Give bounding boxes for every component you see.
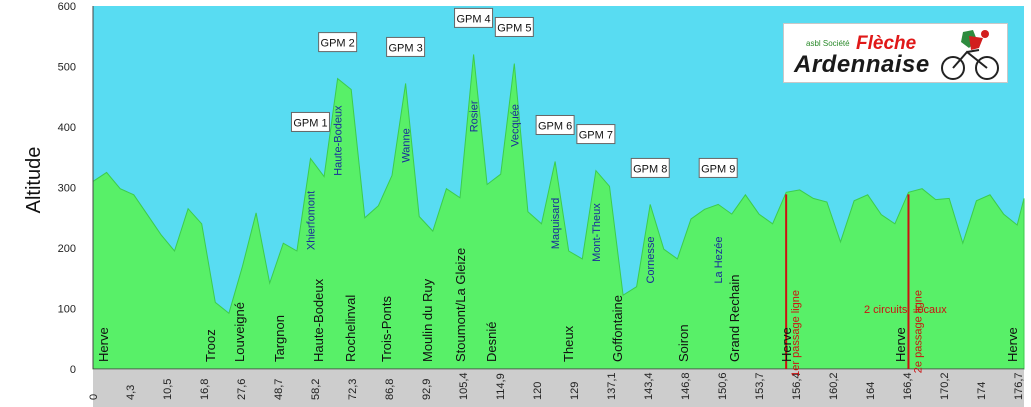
fleche-ardennaise-logo: asbl Société Flèche Ardennaise [783, 23, 1008, 83]
climb-name: Rosier [469, 100, 481, 132]
x-tick-label: 160,2 [828, 372, 840, 400]
climb-name: Maquisard [550, 198, 562, 249]
climb-name: Cornesse [645, 236, 657, 283]
terrain-area [92, 54, 1025, 370]
gpm-box [535, 114, 575, 135]
y-tick-label: 100 [58, 304, 76, 316]
town-label: Stoumont/La Gleize [453, 248, 468, 362]
x-tick-label: 164 [865, 382, 877, 400]
town-label: Haute-Bodeux [311, 278, 326, 362]
y-tick-label: 0 [70, 364, 76, 376]
town-label: Grand Rechain [727, 275, 742, 362]
x-tick-label: 16,8 [199, 379, 211, 400]
climb-name: La Hezée [713, 236, 725, 283]
x-tick-label: 166,4 [902, 372, 914, 400]
climb-name: Vecquée [509, 104, 521, 147]
gpm-box [290, 111, 330, 132]
gpm-box [576, 124, 616, 145]
x-tick-label: 58,2 [310, 379, 322, 400]
logo-ardennaise-text: Ardennaise [794, 51, 930, 78]
gpm-label: GPM 9 [701, 163, 735, 175]
x-tick-label: 48,7 [273, 379, 285, 400]
x-tick-label: 27,6 [236, 379, 248, 400]
town-label: Trois-Ponts [379, 296, 394, 362]
x-tick-label: 0 [88, 394, 100, 400]
x-tick-label: 137,1 [606, 372, 618, 400]
x-tick-labels: 0 4,3 10,5 16,8 27,6 48,7 58,2 72,3 86,8 92,9 105,… [88, 372, 1025, 400]
x-tick-label: 105,4 [458, 372, 470, 400]
town-label: Soiron [676, 324, 691, 362]
climb-name: Xhierfomont [305, 191, 317, 250]
x-tick-label: 146,8 [680, 372, 692, 400]
town-label: Herve [893, 327, 908, 362]
town-label: Rochelinval [343, 295, 358, 362]
x-tick-label: 176,7 [1013, 372, 1025, 400]
x-tick-label: 150,6 [717, 372, 729, 400]
gpm-box [318, 32, 358, 53]
gpm-box [454, 7, 494, 28]
circuit-annotations: 2 circuits locaux [864, 304, 947, 316]
finish-line-label: 1er passage ligne [790, 290, 802, 377]
x-axis-band [93, 370, 1024, 407]
x-tick-label: 10,5 [162, 379, 174, 400]
x-tick-label: 114,9 [495, 373, 507, 400]
y-tick-label: 500 [58, 62, 76, 74]
town-label: Louveigné [232, 302, 247, 362]
town-label: Moulin du Ruy [420, 278, 435, 362]
x-tick-label: 92,9 [421, 379, 433, 400]
circuits-annotation: 2 circuits [864, 304, 908, 316]
gpm-box [494, 16, 534, 37]
town-labels: Herve Trooz Louveigné Targnon Haute-Bodeux Ro… [96, 248, 1020, 362]
gpm-label: GPM 4 [456, 13, 490, 25]
locaux-annotation: locaux [915, 304, 947, 316]
logo-fleche-text: Flèche [856, 33, 917, 54]
x-tick-label: 129 [569, 382, 581, 400]
x-tick-label: 72,3 [347, 379, 359, 400]
town-label: Goffontaine [610, 295, 625, 362]
town-label: Theux [561, 325, 576, 362]
cyclist-logo-icon [941, 30, 999, 80]
x-tick-label: 143,4 [643, 372, 655, 400]
x-tick-label: 86,8 [384, 379, 396, 400]
x-tick-label: 156,4 [791, 372, 803, 400]
x-tick-label: 4,3 [125, 385, 137, 400]
x-tick-label: 153,7 [754, 372, 766, 400]
x-tick-label: 170,2 [939, 372, 951, 400]
y-tick-labels: 0 100 200 300 400 500 600 [58, 1, 76, 376]
town-label: Targnon [272, 315, 287, 362]
y-tick-label: 600 [58, 1, 76, 13]
y-tick-label: 300 [58, 183, 76, 195]
climb-name: Wanne [401, 128, 413, 162]
town-label: Herve [96, 327, 111, 362]
gpm-label: GPM 8 [633, 163, 667, 175]
logo-asbl-text: asbl Société [806, 39, 850, 48]
finish-line-label: 2e passage ligne [912, 290, 924, 373]
gpm-label: GPM 3 [388, 42, 422, 54]
y-tick-label: 400 [58, 122, 76, 134]
town-label: Trooz [203, 329, 218, 362]
climb-labels: GPM 1 Xhierfomont GPM 2 Haute-Bodeux GPM 3 Wa… [290, 7, 738, 284]
gpm-label: GPM 5 [497, 22, 531, 34]
climb-name: Mont-Theux [591, 203, 603, 262]
climb-name: Haute-Bodeux [333, 105, 345, 176]
gpm-box [698, 157, 738, 178]
y-axis-title: Altitude [23, 147, 45, 214]
x-tick-label: 174 [976, 382, 988, 400]
y-tick-label: 200 [58, 243, 76, 255]
town-label: Desnié [484, 322, 499, 362]
gpm-label: GPM 1 [293, 117, 327, 129]
line-markers: 1er passage ligne 2e passage ligne [785, 194, 924, 377]
town-label: Herve [779, 327, 794, 362]
x-tick-label: 120 [532, 382, 544, 400]
gpm-label: GPM 7 [579, 130, 613, 142]
gpm-box [630, 157, 670, 178]
gpm-box [386, 36, 426, 57]
gpm-label: GPM 2 [321, 38, 355, 50]
town-label: Herve [1005, 327, 1020, 362]
gpm-label: GPM 6 [538, 120, 572, 132]
